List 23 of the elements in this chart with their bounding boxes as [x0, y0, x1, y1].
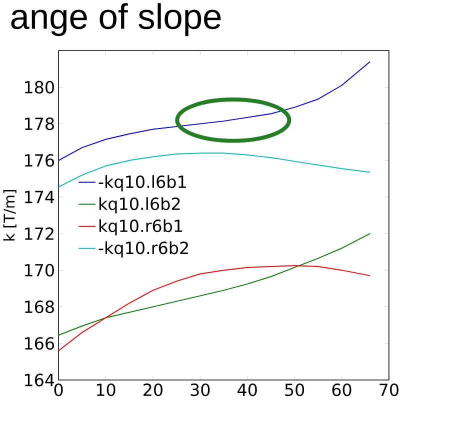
x-tick-label: 10 [96, 384, 116, 396]
y-tick-label: 166 [25, 337, 54, 350]
x-tick-label: 20 [144, 384, 162, 396]
legend-label: -kq10.r6b2 [98, 241, 188, 258]
legend-label: -kq10.l6b1 [98, 175, 186, 192]
x-tick-label: 60 [332, 384, 352, 396]
chart-title: ange of slope [11, 3, 221, 36]
y-tick-label: 176 [25, 154, 54, 167]
y-tick-label: 164 [25, 374, 54, 386]
y-tick-label: 174 [25, 191, 54, 204]
x-tick-label: 70 [380, 384, 398, 396]
x-tick-label: 40 [238, 384, 257, 396]
y-axis-title: k [T/m] [3, 190, 16, 241]
x-tick-label: 30 [190, 384, 210, 396]
x-tick-label: 0 [54, 384, 63, 396]
legend-label: kq10.r6b1 [99, 219, 182, 236]
x-tick-label: 50 [285, 384, 304, 396]
legend-label: kq10.l6b2 [99, 197, 180, 214]
y-tick-label: 178 [25, 118, 54, 130]
y-tick-label: 172 [25, 228, 54, 240]
y-tick-label: 180 [25, 81, 54, 94]
y-tick-label: 168 [25, 300, 54, 314]
y-tick-label: 170 [25, 264, 54, 277]
